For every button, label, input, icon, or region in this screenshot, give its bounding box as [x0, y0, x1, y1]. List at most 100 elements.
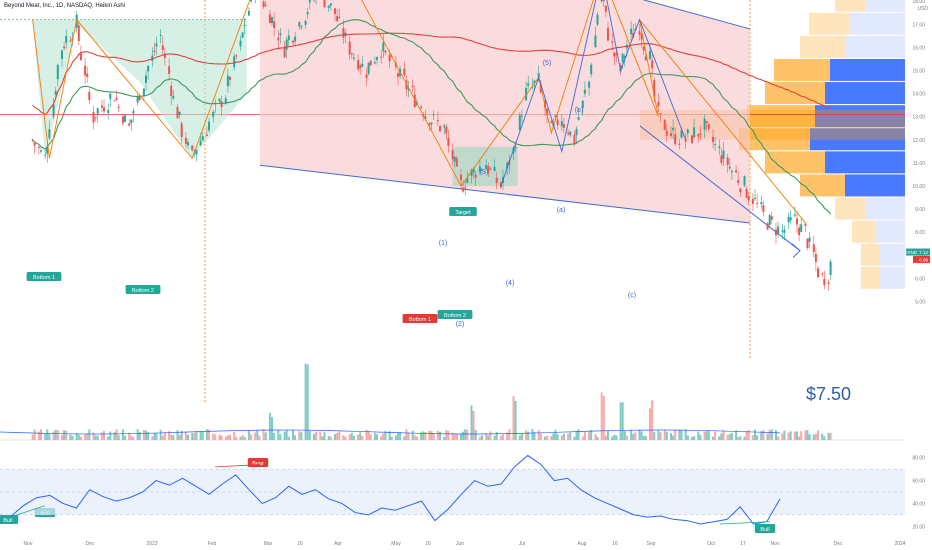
candle-body [827, 282, 830, 284]
volume-bar [436, 430, 439, 440]
prev-price-tag [913, 255, 930, 263]
volume-bar [502, 434, 504, 440]
volume-bar [638, 429, 641, 440]
candle-body [460, 174, 462, 181]
candle-body [489, 168, 492, 170]
volume-bar [84, 434, 87, 440]
volume-bar [258, 435, 261, 440]
volume-bar [466, 429, 469, 440]
candle-body [113, 100, 116, 102]
volume-bar [172, 435, 175, 440]
candle-body [52, 104, 55, 117]
candle-body [556, 119, 559, 126]
volume-bar [201, 432, 204, 440]
volume-bar [384, 431, 387, 440]
label-target: Target [455, 210, 471, 216]
x-tick-label: 16 [297, 541, 303, 547]
candle-body [121, 116, 124, 124]
volume-bar [478, 436, 481, 440]
candle-body [199, 141, 202, 146]
candle-body [439, 126, 441, 132]
candle-body [485, 165, 488, 169]
candle-body [691, 135, 693, 144]
candle-body [376, 57, 378, 60]
wave-label: (a) [557, 207, 566, 214]
candle-body [54, 91, 57, 95]
volume-bar [92, 432, 95, 440]
volume-bar [674, 429, 677, 440]
candle-body [432, 114, 435, 116]
candle-body [680, 130, 683, 138]
volume-bar [413, 435, 416, 440]
volume-bar [485, 433, 488, 440]
candle-body [212, 111, 215, 117]
volume-bar [623, 431, 626, 440]
y-tick-label: 6.00 [915, 276, 925, 282]
volume-bar [69, 434, 72, 440]
candle-body [663, 119, 666, 131]
volume-bar [163, 432, 166, 440]
volume-bar [575, 430, 578, 440]
candle-body [604, 5, 607, 12]
volume-bar [453, 433, 456, 440]
volume-bar [187, 434, 189, 440]
volume-bar [525, 430, 528, 440]
candle-body [550, 121, 553, 124]
volume-bar [739, 436, 742, 440]
volume-bar [40, 429, 42, 440]
candle-body [361, 63, 364, 67]
volume-bar [376, 434, 378, 440]
y-tick-label: 18.00 [912, 0, 925, 5]
candle-body [707, 124, 710, 129]
volume-bar [602, 396, 605, 440]
candle-body [793, 214, 796, 216]
wave-label: (5) [543, 60, 552, 67]
volume-bar [533, 432, 536, 440]
volume-bar [348, 434, 351, 440]
volume-bar [327, 435, 330, 440]
x-tick-label: Mar [264, 541, 273, 547]
volume-bar [220, 435, 223, 440]
volume-bar [195, 431, 198, 440]
volume-bar [44, 433, 47, 440]
volume-bar [159, 429, 162, 440]
candle-body [487, 166, 490, 174]
volume-bar [61, 435, 63, 440]
volume-bar [474, 429, 477, 440]
volume-bar [254, 432, 257, 440]
candle-body [382, 42, 385, 52]
volume-bar [787, 432, 790, 440]
volume-bar [428, 430, 431, 440]
candle-body [403, 68, 406, 76]
volume-bar [357, 434, 360, 440]
volume-bar [487, 435, 490, 440]
candle-body [168, 66, 171, 74]
volume-bar [707, 430, 710, 440]
time-axis: Nov Dec 2023 Feb Mar 16 Apr May 16 Jun Jul Aug 16 Sep… [24, 541, 906, 547]
candle-body [640, 33, 643, 40]
volume-bar [176, 429, 179, 440]
volume-bar [161, 435, 164, 440]
volume-bar [644, 435, 647, 440]
candle-body [594, 35, 597, 48]
candle-body [787, 216, 790, 223]
volume-bar [445, 430, 448, 440]
volume-bar [308, 431, 311, 440]
volume-bar [117, 435, 120, 440]
volume-bar [184, 431, 187, 440]
volume-bar [756, 435, 759, 440]
volume-bar [527, 431, 530, 440]
volume-bar [193, 433, 196, 440]
candle-body [493, 166, 496, 171]
candle-body [205, 134, 208, 136]
candle-body [132, 110, 135, 114]
candle-body [224, 98, 227, 104]
volume-bar [212, 433, 215, 440]
candle-body [279, 33, 282, 36]
volume-bar [684, 429, 687, 440]
candle-body [308, 0, 311, 3]
candle-body [567, 132, 570, 134]
x-tick-label: Feb [208, 541, 217, 547]
